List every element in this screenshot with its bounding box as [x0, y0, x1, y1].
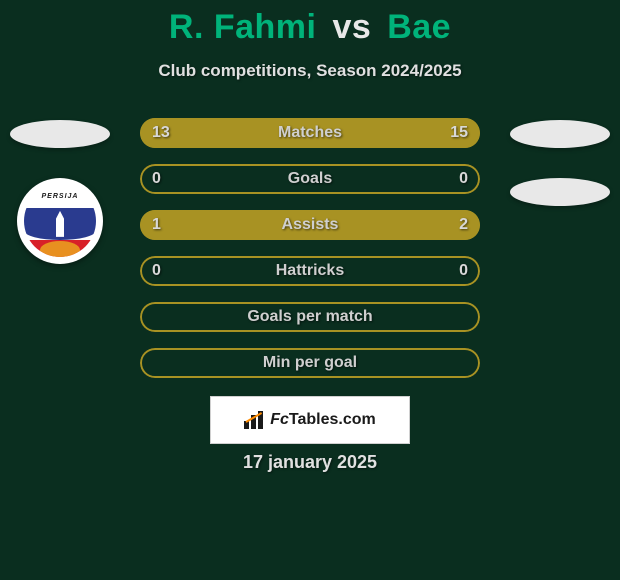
club-crest: PERSIJA	[17, 178, 103, 264]
player2-name: Bae	[387, 8, 451, 46]
stat-row: Matches13 15	[140, 118, 480, 148]
right-value: 15	[450, 118, 468, 148]
stat-label: Matches	[140, 118, 480, 148]
right-value: 0	[459, 164, 468, 194]
monument-icon	[50, 211, 70, 237]
stat-row: Goals per match	[140, 302, 480, 332]
stat-label: Min per goal	[140, 348, 480, 378]
stat-row: Assists1 2	[140, 210, 480, 240]
page-title: R. Fahmi vs Bae	[0, 0, 620, 47]
comparison-card: R. Fahmi vs Bae Club competitions, Seaso…	[0, 0, 620, 580]
stat-label: Hattricks	[140, 256, 480, 286]
left-value: 0	[152, 256, 161, 286]
right-badges-column	[500, 120, 620, 206]
left-value: 13	[152, 118, 170, 148]
right-value: 2	[459, 210, 468, 240]
date-text: 17 january 2025	[0, 452, 620, 473]
player1-name: R. Fahmi	[169, 8, 317, 46]
vs-text: vs	[332, 8, 371, 46]
stat-row: Min per goal	[140, 348, 480, 378]
right-value: 0	[459, 256, 468, 286]
placeholder-badge	[10, 120, 110, 148]
placeholder-badge	[510, 178, 610, 206]
tiger-icon	[40, 241, 80, 257]
brand-box[interactable]: FcTables.com	[210, 396, 410, 444]
brand-chart-icon	[244, 411, 266, 429]
left-value: 1	[152, 210, 161, 240]
crest-name: PERSIJA	[24, 185, 96, 208]
subtitle: Club competitions, Season 2024/2025	[0, 61, 620, 81]
placeholder-badge	[510, 120, 610, 148]
stat-row: Goals0 0	[140, 164, 480, 194]
stat-label: Assists	[140, 210, 480, 240]
comparison-bars: Matches1315Goals00Assists12Hattricks00Go…	[140, 118, 480, 378]
left-value: 0	[152, 164, 161, 194]
left-badges-column: PERSIJA	[0, 120, 120, 264]
stat-label: Goals per match	[140, 302, 480, 332]
stat-label: Goals	[140, 164, 480, 194]
brand-text: FcTables.com	[270, 411, 376, 429]
stat-row: Hattricks0 0	[140, 256, 480, 286]
